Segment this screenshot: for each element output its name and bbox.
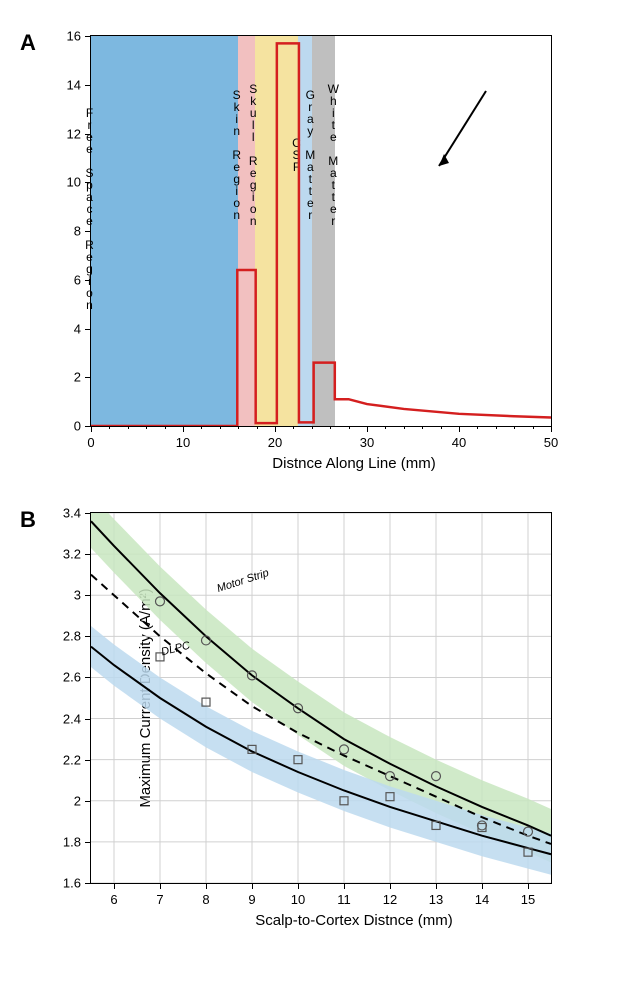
- panel-b: B Maximum Current Density (A/m²) Motor S…: [20, 512, 618, 929]
- series-label-dlpc: DLPC: [160, 640, 191, 659]
- panel-b-label: B: [20, 507, 36, 533]
- region-white-matter: [335, 36, 551, 426]
- panel-a: A Current Density Magnitude (A/m²) Evalu…: [20, 35, 618, 472]
- panel-a-chart: Current Density Magnitude (A/m²) Evaluat…: [90, 35, 552, 427]
- panel-a-xlabel: Distnce Along Line (mm): [90, 455, 618, 472]
- panel-a-label: A: [20, 30, 36, 56]
- panel-b-ylabel: Maximum Current Density (A/m²): [137, 588, 154, 807]
- panel-b-chart: Maximum Current Density (A/m²) Motor Str…: [90, 512, 552, 884]
- series-label-motor-strip: Motor Strip: [215, 567, 270, 595]
- panel-b-xlabel: Scalp-to-Cortex Distnce (mm): [90, 912, 618, 929]
